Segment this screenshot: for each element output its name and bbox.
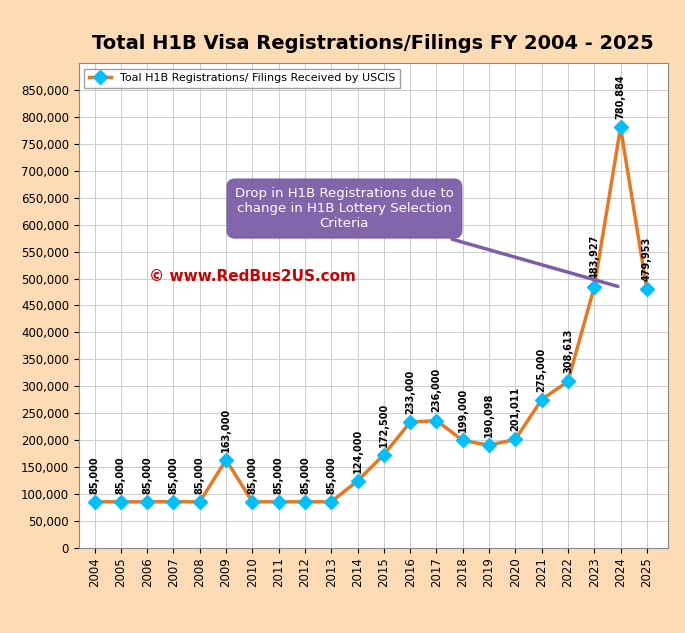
Text: 483,927: 483,927 [589,235,599,279]
Text: 233,000: 233,000 [405,370,415,414]
Toal H1B Registrations/ Filings Received by USCIS [432,417,440,424]
Toal H1B Registrations/ Filings Received by USCIS [564,378,572,385]
Toal H1B Registrations/ Filings Received by USCIS [301,498,309,506]
Text: 85,000: 85,000 [273,456,284,494]
Text: 85,000: 85,000 [169,456,179,494]
Toal H1B Registrations/ Filings Received by USCIS [538,396,546,403]
Toal H1B Registrations/ Filings Received by USCIS [459,437,467,444]
Text: 275,000: 275,000 [536,348,547,391]
Toal H1B Registrations/ Filings Received by USCIS [511,436,519,443]
Toal H1B Registrations/ Filings Received by USCIS [169,498,177,506]
Toal H1B Registrations/ Filings Received by USCIS [222,456,230,463]
Toal H1B Registrations/ Filings Received by USCIS [327,498,336,506]
Text: 190,098: 190,098 [484,393,494,437]
Text: 85,000: 85,000 [247,456,258,494]
Toal H1B Registrations/ Filings Received by USCIS [485,441,493,449]
Toal H1B Registrations/ Filings Received by USCIS [196,498,204,506]
Text: 201,011: 201,011 [510,387,521,431]
Text: 85,000: 85,000 [142,456,152,494]
Toal H1B Registrations/ Filings Received by USCIS [90,498,99,506]
Text: 780,884: 780,884 [616,75,625,119]
Title: Total H1B Visa Registrations/Filings FY 2004 - 2025: Total H1B Visa Registrations/Filings FY … [92,34,654,53]
Legend: Toal H1B Registrations/ Filings Received by USCIS: Toal H1B Registrations/ Filings Received… [84,69,400,88]
Toal H1B Registrations/ Filings Received by USCIS [143,498,151,506]
Text: 308,613: 308,613 [563,329,573,373]
Text: 124,000: 124,000 [353,429,362,473]
Text: 172,500: 172,500 [379,403,389,447]
Text: 199,000: 199,000 [458,388,468,432]
Toal H1B Registrations/ Filings Received by USCIS [116,498,125,506]
Toal H1B Registrations/ Filings Received by USCIS [248,498,256,506]
Text: 85,000: 85,000 [90,456,99,494]
Text: © www.RedBus2US.com: © www.RedBus2US.com [149,269,356,284]
Line: Toal H1B Registrations/ Filings Received by USCIS: Toal H1B Registrations/ Filings Received… [90,123,651,506]
Text: 479,953: 479,953 [642,237,652,281]
Toal H1B Registrations/ Filings Received by USCIS [590,284,598,291]
Toal H1B Registrations/ Filings Received by USCIS [275,498,283,506]
Toal H1B Registrations/ Filings Received by USCIS [406,418,414,426]
Text: 85,000: 85,000 [326,456,336,494]
Text: Drop in H1B Registrations due to
change in H1B Lottery Selection
Criteria: Drop in H1B Registrations due to change … [235,187,618,286]
Toal H1B Registrations/ Filings Received by USCIS [353,477,362,485]
Text: 236,000: 236,000 [432,368,441,413]
Text: 85,000: 85,000 [195,456,205,494]
Text: 163,000: 163,000 [221,408,231,452]
Toal H1B Registrations/ Filings Received by USCIS [643,285,651,293]
Toal H1B Registrations/ Filings Received by USCIS [379,451,388,458]
Toal H1B Registrations/ Filings Received by USCIS [616,123,625,131]
Text: 85,000: 85,000 [300,456,310,494]
Text: 85,000: 85,000 [116,456,126,494]
